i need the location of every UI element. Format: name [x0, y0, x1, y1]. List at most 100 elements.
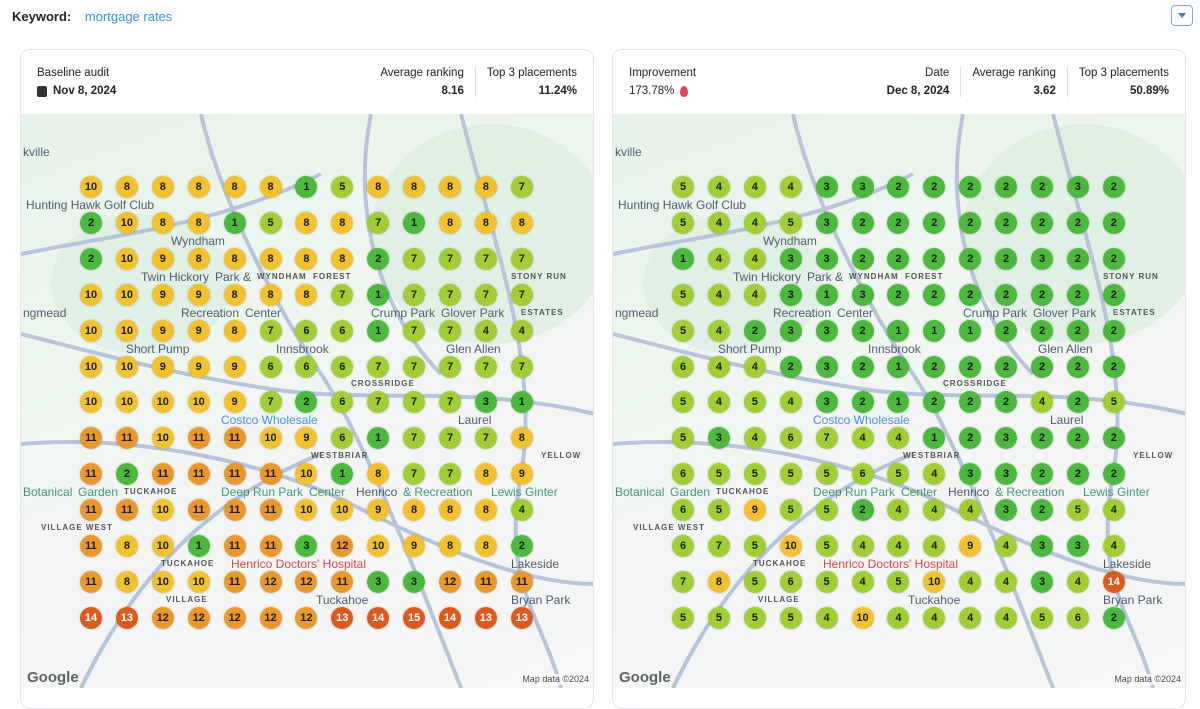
- rank-marker[interactable]: 1: [510, 391, 533, 414]
- rank-marker[interactable]: 1: [295, 176, 318, 198]
- rank-marker[interactable]: 11: [510, 570, 533, 593]
- rank-marker[interactable]: 2: [959, 211, 982, 234]
- rank-marker[interactable]: 8: [223, 176, 246, 198]
- rank-marker[interactable]: 4: [851, 427, 874, 450]
- rank-marker[interactable]: 1: [367, 283, 390, 306]
- rank-marker[interactable]: 4: [923, 535, 946, 557]
- rank-marker[interactable]: 2: [1102, 355, 1125, 378]
- rank-marker[interactable]: 6: [259, 355, 282, 378]
- rank-marker[interactable]: 9: [151, 319, 174, 342]
- rank-marker[interactable]: 8: [115, 570, 138, 593]
- rank-marker[interactable]: 2: [1102, 319, 1125, 342]
- rank-marker[interactable]: 6: [779, 427, 802, 450]
- rank-marker[interactable]: 9: [295, 427, 318, 450]
- rank-marker[interactable]: 8: [223, 319, 246, 342]
- rank-marker[interactable]: 6: [331, 391, 354, 414]
- rank-marker[interactable]: 3: [995, 427, 1018, 450]
- rank-marker[interactable]: 4: [707, 247, 730, 270]
- rank-marker[interactable]: 5: [672, 283, 694, 306]
- rank-marker[interactable]: 11: [223, 427, 246, 450]
- rank-marker[interactable]: 13: [115, 606, 138, 629]
- rank-marker[interactable]: 2: [851, 355, 874, 378]
- rank-marker[interactable]: 7: [403, 247, 426, 270]
- rank-marker[interactable]: 2: [995, 283, 1018, 306]
- rank-marker[interactable]: 4: [887, 427, 910, 450]
- rank-marker[interactable]: 8: [187, 247, 210, 270]
- rank-marker[interactable]: 5: [743, 391, 766, 414]
- rank-marker[interactable]: 11: [223, 463, 246, 486]
- rank-marker[interactable]: 9: [151, 247, 174, 270]
- rank-marker[interactable]: 8: [367, 176, 390, 198]
- rank-marker[interactable]: 7: [510, 176, 533, 198]
- rank-marker[interactable]: 10: [115, 355, 138, 378]
- rank-marker[interactable]: 2: [887, 283, 910, 306]
- rank-marker[interactable]: 3: [779, 283, 802, 306]
- rank-marker[interactable]: 12: [151, 606, 174, 629]
- rank-marker[interactable]: 1: [367, 427, 390, 450]
- rank-marker[interactable]: 2: [995, 391, 1018, 414]
- rank-marker[interactable]: 7: [672, 570, 694, 593]
- rank-marker[interactable]: 6: [295, 319, 318, 342]
- rank-marker[interactable]: 5: [1031, 606, 1053, 629]
- rank-marker[interactable]: 11: [115, 499, 138, 522]
- rank-marker[interactable]: 5: [672, 427, 694, 450]
- rank-marker[interactable]: 7: [367, 391, 390, 414]
- rank-marker[interactable]: 4: [851, 535, 874, 557]
- rank-marker[interactable]: 2: [923, 283, 946, 306]
- rank-marker[interactable]: 5: [331, 176, 354, 198]
- rank-marker[interactable]: 11: [331, 570, 354, 593]
- rank-marker[interactable]: 5: [1102, 391, 1125, 414]
- rank-marker[interactable]: 2: [1102, 463, 1125, 486]
- rank-marker[interactable]: 5: [815, 570, 838, 593]
- rank-marker[interactable]: 5: [672, 319, 694, 342]
- rank-marker[interactable]: 2: [80, 247, 102, 270]
- rank-marker[interactable]: 1: [887, 391, 910, 414]
- rank-marker[interactable]: 2: [1102, 247, 1125, 270]
- rank-marker[interactable]: 2: [1066, 211, 1089, 234]
- rank-marker[interactable]: 5: [815, 535, 838, 557]
- rank-marker[interactable]: 8: [331, 211, 354, 234]
- rank-marker[interactable]: 8: [474, 211, 497, 234]
- rank-marker[interactable]: 7: [474, 247, 497, 270]
- rank-marker[interactable]: 2: [1031, 283, 1053, 306]
- rank-marker[interactable]: 2: [923, 247, 946, 270]
- rank-marker[interactable]: 8: [223, 247, 246, 270]
- rank-marker[interactable]: 9: [959, 535, 982, 557]
- rank-marker[interactable]: 4: [707, 355, 730, 378]
- rank-marker[interactable]: 4: [995, 570, 1018, 593]
- rank-marker[interactable]: 10: [151, 570, 174, 593]
- rank-marker[interactable]: 5: [672, 176, 694, 198]
- rank-marker[interactable]: 10: [80, 319, 102, 342]
- rank-marker[interactable]: 2: [1066, 355, 1089, 378]
- rank-marker[interactable]: 11: [187, 463, 210, 486]
- rank-marker[interactable]: 8: [223, 283, 246, 306]
- rank-marker[interactable]: 7: [403, 283, 426, 306]
- rank-marker[interactable]: 5: [707, 463, 730, 486]
- rank-marker[interactable]: 5: [887, 570, 910, 593]
- rank-marker[interactable]: 2: [959, 391, 982, 414]
- rank-marker[interactable]: 4: [1102, 535, 1125, 557]
- rank-marker[interactable]: 3: [403, 570, 426, 593]
- rank-marker[interactable]: 6: [672, 355, 694, 378]
- rank-marker[interactable]: 3: [1066, 535, 1089, 557]
- rank-marker[interactable]: 12: [259, 570, 282, 593]
- rank-marker[interactable]: 10: [151, 427, 174, 450]
- rank-marker[interactable]: 8: [295, 211, 318, 234]
- rank-marker[interactable]: 4: [707, 283, 730, 306]
- rank-marker[interactable]: 12: [187, 606, 210, 629]
- rank-marker[interactable]: 8: [259, 176, 282, 198]
- rank-marker[interactable]: 8: [439, 176, 461, 198]
- rank-marker[interactable]: 10: [187, 570, 210, 593]
- rank-marker[interactable]: 2: [1066, 283, 1089, 306]
- rank-marker[interactable]: 8: [510, 427, 533, 450]
- rank-marker[interactable]: 11: [223, 570, 246, 593]
- rank-marker[interactable]: 9: [367, 499, 390, 522]
- rank-marker[interactable]: 2: [1102, 283, 1125, 306]
- rank-marker[interactable]: 5: [779, 499, 802, 522]
- rank-marker[interactable]: 2: [1102, 211, 1125, 234]
- rank-marker[interactable]: 5: [707, 606, 730, 629]
- rank-marker[interactable]: 10: [779, 535, 802, 557]
- rank-marker[interactable]: 7: [474, 283, 497, 306]
- rank-marker[interactable]: 7: [510, 247, 533, 270]
- rank-marker[interactable]: 1: [923, 427, 946, 450]
